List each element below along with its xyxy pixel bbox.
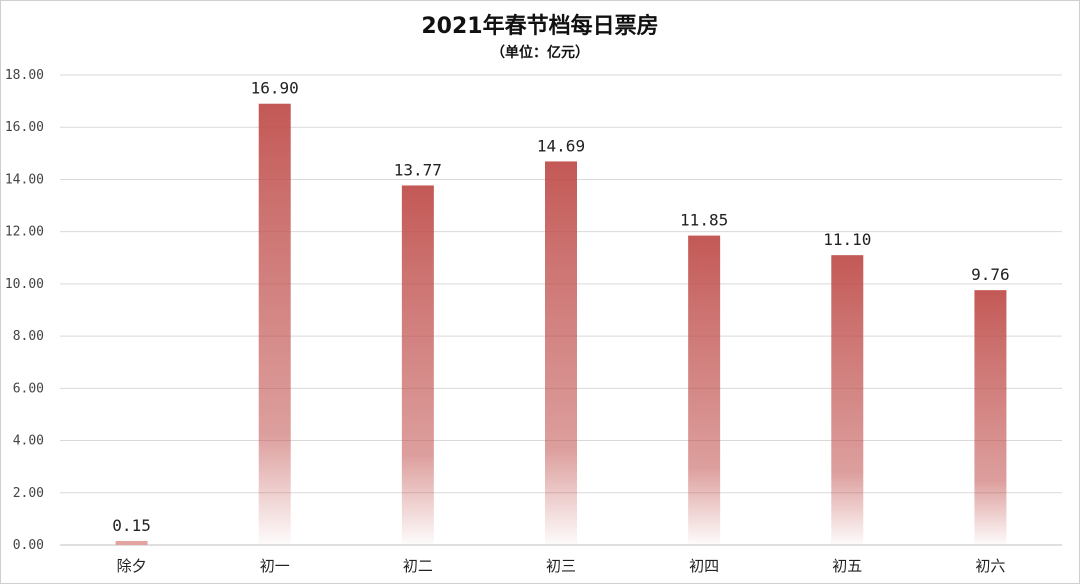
x-category-label: 除夕 (117, 557, 147, 575)
y-tick-label: 18.00 (5, 68, 44, 83)
data-label: 9.76 (971, 265, 1010, 284)
y-tick-label: 8.00 (13, 329, 44, 344)
bar-2 (258, 103, 291, 545)
data-label: 11.85 (680, 211, 728, 230)
data-label: 0.15 (112, 516, 151, 535)
bar-6 (831, 255, 864, 545)
y-tick-label: 14.00 (5, 172, 44, 187)
x-category-label: 初五 (832, 557, 862, 575)
data-label: 13.77 (394, 160, 442, 179)
bar-7 (974, 290, 1007, 545)
bar-1 (115, 541, 148, 545)
bar-4 (545, 161, 577, 545)
bar-3 (401, 185, 434, 545)
y-tick-label: 16.00 (5, 120, 44, 135)
chart-subtitle: （单位：亿元） (491, 45, 589, 61)
y-tick-label: 2.00 (13, 486, 44, 501)
y-tick-label: 0.00 (13, 538, 44, 553)
x-category-label: 初一 (260, 557, 290, 575)
x-category-label: 初二 (403, 557, 433, 575)
x-category-label: 初六 (975, 557, 1005, 575)
y-tick-label: 12.00 (5, 225, 44, 240)
data-label: 14.69 (537, 136, 585, 155)
y-tick-label: 6.00 (13, 381, 44, 396)
x-category-label: 初四 (689, 557, 719, 575)
y-tick-label: 10.00 (5, 277, 44, 292)
y-tick-label: 4.00 (13, 434, 44, 449)
data-label: 11.10 (823, 230, 871, 249)
bar-5 (688, 235, 721, 546)
x-category-label: 初三 (546, 557, 576, 575)
chart-title: 2021年春节档每日票房 (421, 14, 659, 39)
data-label: 16.90 (251, 79, 299, 98)
